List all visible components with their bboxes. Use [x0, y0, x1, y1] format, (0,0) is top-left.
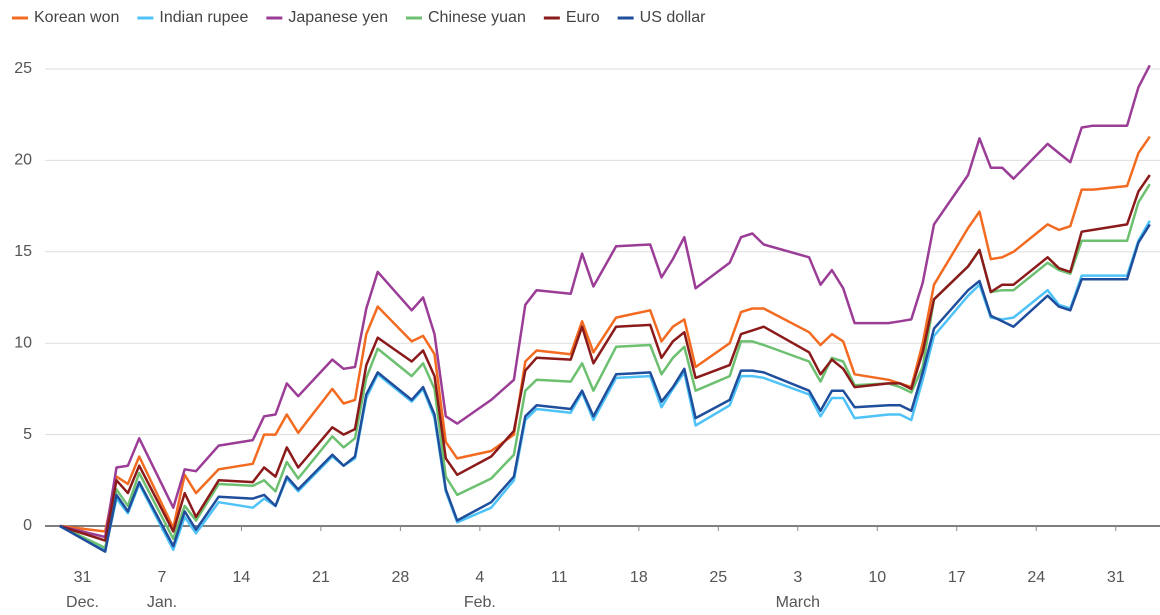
series-line [59, 135, 1151, 533]
x-tick-label: 25 [709, 569, 727, 586]
series-line [59, 174, 1151, 542]
x-tick-label: 14 [233, 569, 251, 586]
y-tick-label: 0 [23, 517, 32, 534]
legend: Korean won Indian rupee Japanese yen Chines… [12, 9, 706, 26]
x-tick-label: 7 [157, 569, 166, 586]
x-tick-label: 17 [948, 569, 966, 586]
legend-label: Euro [566, 9, 600, 26]
x-month-label: Dec. [66, 594, 99, 611]
y-tick-label: 25 [14, 60, 32, 77]
y-tick-label: 5 [23, 426, 32, 443]
y-tick-label: 10 [14, 334, 32, 351]
x-tick-label: 4 [475, 569, 484, 586]
legend-label: Korean won [34, 9, 119, 26]
x-tick-label: 31 [74, 569, 92, 586]
x-tick-label: 3 [793, 569, 802, 586]
series-line [59, 64, 1151, 539]
x-tick-label: 18 [630, 569, 648, 586]
x-tick-label: 28 [391, 569, 409, 586]
x-tick-label: 10 [868, 569, 886, 586]
legend-label: Indian rupee [159, 9, 248, 26]
x-tick-label: 21 [312, 569, 330, 586]
y-tick-label: 15 [14, 243, 32, 260]
legend-label: Japanese yen [288, 9, 388, 26]
y-tick-label: 20 [14, 152, 32, 169]
x-month-label: March [776, 594, 820, 611]
x-month-label: Feb. [464, 594, 496, 611]
x-tick-label: 11 [551, 569, 568, 586]
x-month-label: Jan. [147, 594, 177, 611]
x-tick-label: 31 [1107, 569, 1125, 586]
series-line [59, 223, 1151, 553]
x-tick-label: 24 [1027, 569, 1045, 586]
legend-label: Chinese yuan [428, 9, 526, 26]
series-line [59, 220, 1151, 552]
legend-label: US dollar [640, 9, 706, 26]
